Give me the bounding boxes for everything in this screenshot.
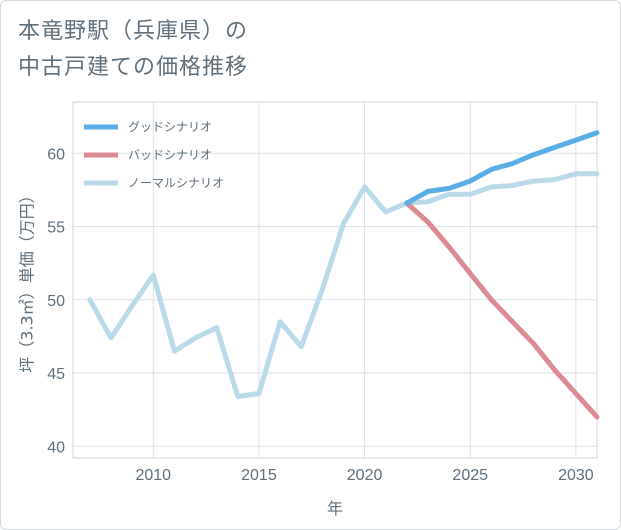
y-axis-label: 坪（3.3㎡）単価（万円） — [18, 187, 37, 372]
chart-title-line-2: 中古戸建ての価格推移 — [18, 55, 249, 80]
series-line-bad — [404, 200, 600, 420]
x-tick-label: 2030 — [558, 467, 594, 484]
legend-label-normal: ノーマルシナリオ — [128, 176, 224, 190]
series-line-normal — [87, 171, 600, 399]
y-tick-label: 50 — [47, 293, 65, 310]
series-lines — [87, 130, 600, 420]
chart-title: 本竜野駅（兵庫県）の 中古戸建ての価格推移 — [18, 14, 578, 86]
x-tick-label: 2010 — [135, 467, 171, 484]
legend-label-bad: バッドシナリオ — [128, 148, 212, 162]
x-tick-label: 2015 — [241, 467, 277, 484]
chart-title-line-1: 本竜野駅（兵庫県）の — [18, 19, 249, 44]
x-tick-label: 2020 — [347, 467, 383, 484]
x-tick-label: 2025 — [452, 467, 488, 484]
y-tick-label: 40 — [47, 439, 65, 456]
y-tick-label: 45 — [47, 366, 65, 383]
legend-label-good: グッドシナリオ — [128, 120, 212, 134]
y-tick-label: 60 — [47, 146, 65, 163]
series-line-good — [404, 130, 600, 206]
x-axis-label: 年 — [327, 499, 343, 518]
axis-ticks: 2010 2015 2020 2025 2030 40 45 50 55 60 — [47, 146, 594, 484]
y-tick-label: 55 — [47, 220, 65, 237]
plot-area — [72, 101, 598, 459]
